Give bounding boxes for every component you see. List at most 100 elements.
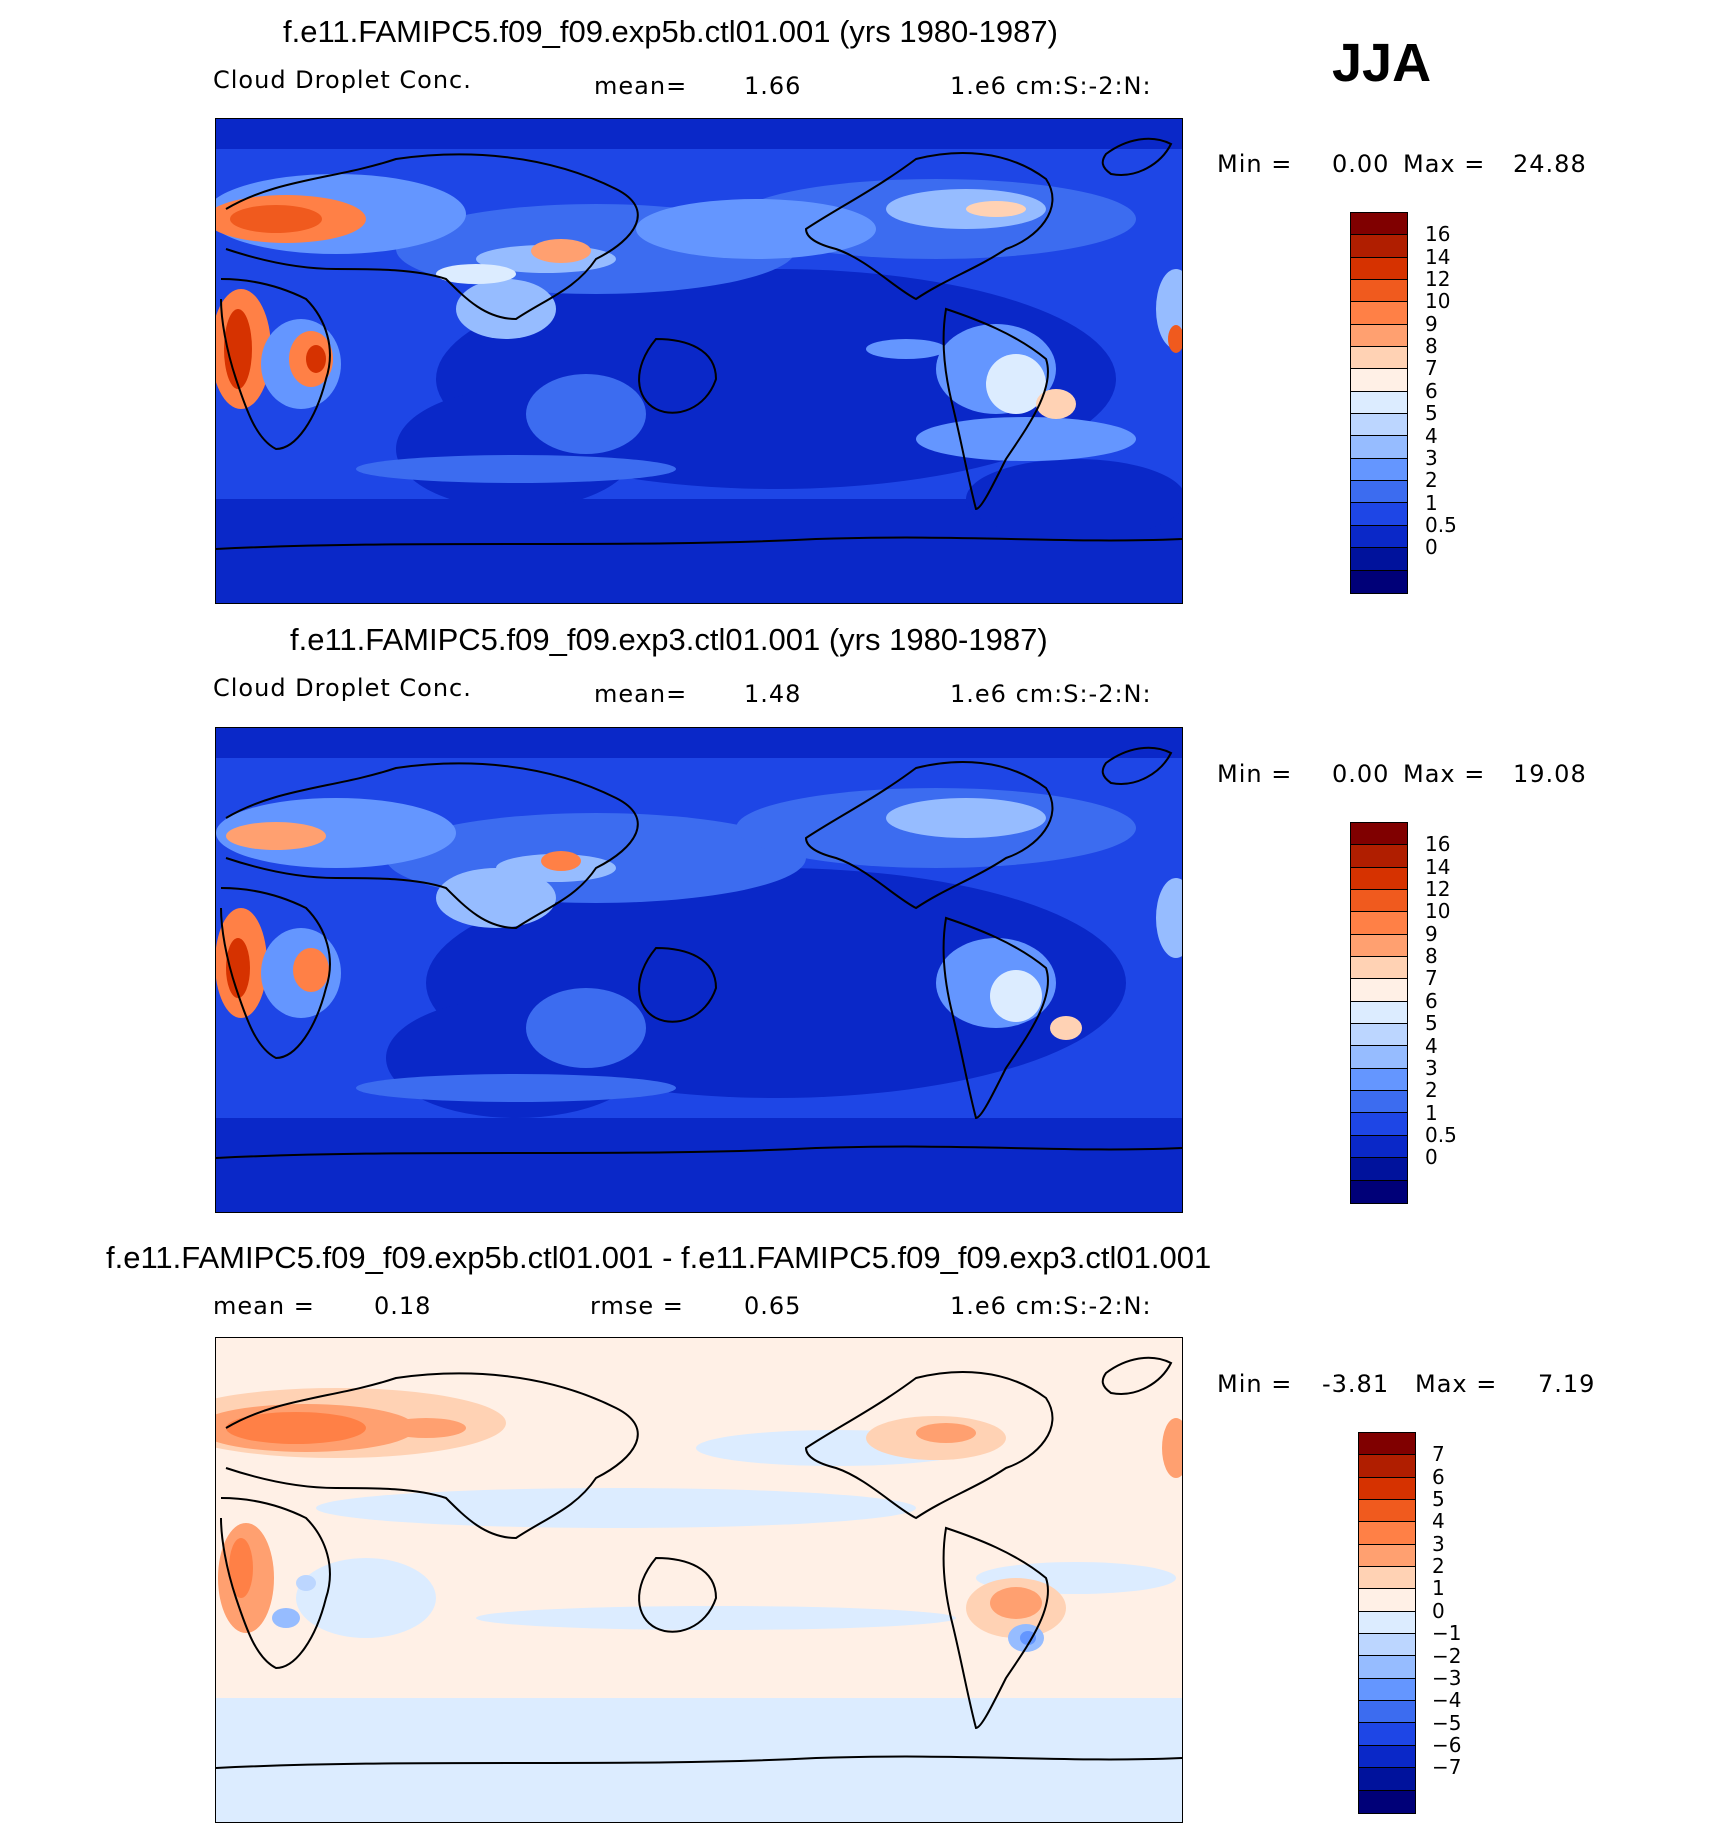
colorbar-tick-label: −4 (1432, 1688, 1462, 1713)
colorbar-swatch (1351, 436, 1407, 459)
colorbar-tick-label: 5 (1432, 1487, 1445, 1512)
colorbar-tick-label: 4 (1432, 1509, 1445, 1534)
colorbar-tick-label: 3 (1425, 1055, 1438, 1080)
panel-3-units: 1.e6 cm:S:-2:N: (950, 1292, 1152, 1320)
panel-1-min-value: 0.00 (1332, 150, 1390, 178)
panel-1-min-label: Min = (1217, 150, 1293, 178)
colorbar-swatch (1351, 1113, 1407, 1136)
panel-1-colorbar (1350, 212, 1408, 594)
colorbar-swatch (1359, 1745, 1415, 1769)
colorbar-swatch (1351, 957, 1407, 980)
colorbar-swatch (1351, 213, 1407, 236)
colorbar-swatch (1351, 369, 1407, 392)
panel-3-rmse-value: 0.65 (744, 1292, 802, 1320)
colorbar-tick-label: −7 (1432, 1755, 1462, 1780)
colorbar-tick-label: 1 (1432, 1576, 1445, 1601)
panel-3-rmse-label: rmse = (590, 1292, 684, 1320)
panel-1-mean-label: mean= (594, 72, 688, 100)
colorbar-tick-label: 6 (1432, 1464, 1445, 1489)
panel-2-min-label: Min = (1217, 760, 1293, 788)
colorbar-swatch (1351, 235, 1407, 258)
colorbar-tick-label: 8 (1425, 944, 1438, 969)
colorbar-tick-label: 1 (1425, 490, 1438, 515)
colorbar-swatch (1359, 1723, 1415, 1746)
colorbar-swatch (1351, 1001, 1407, 1025)
colorbar-tick-label: 6 (1425, 988, 1438, 1013)
colorbar-swatch (1351, 1091, 1407, 1114)
colorbar-swatch (1351, 1046, 1407, 1069)
colorbar-tick-label: 0.5 (1425, 1122, 1457, 1147)
colorbar-swatch (1359, 1500, 1415, 1523)
panel-3-max-value: 7.19 (1538, 1370, 1596, 1398)
colorbar-tick-label: −3 (1432, 1665, 1462, 1690)
colorbar-swatch (1351, 548, 1407, 571)
colorbar-swatch (1359, 1678, 1415, 1702)
colorbar-swatch (1351, 934, 1407, 958)
colorbar-swatch (1351, 458, 1407, 482)
colorbar-swatch (1351, 912, 1407, 935)
colorbar-tick-label: 10 (1425, 899, 1451, 924)
colorbar-tick-label: 4 (1425, 423, 1438, 448)
colorbar-tick-label: 2 (1432, 1554, 1445, 1579)
panel-1-map-field (216, 119, 1182, 603)
colorbar-swatch (1359, 1634, 1415, 1657)
panel-1-variable-label: Cloud Droplet Conc. (213, 66, 472, 94)
colorbar-tick-label: 3 (1425, 445, 1438, 470)
colorbar-swatch (1351, 481, 1407, 504)
colorbar-swatch (1359, 1701, 1415, 1724)
colorbar-tick-label: 9 (1425, 921, 1438, 946)
colorbar-tick-label: −6 (1432, 1732, 1462, 1757)
panel-2-mean-label: mean= (594, 680, 688, 708)
panel-3-mean-value: 0.18 (374, 1292, 432, 1320)
colorbar-swatch (1351, 347, 1407, 370)
panel-3-min-label: Min = (1217, 1370, 1293, 1398)
panel-3-max-label: Max = (1415, 1370, 1498, 1398)
colorbar-tick-label: 12 (1425, 877, 1451, 902)
colorbar-tick-label: −2 (1432, 1643, 1462, 1668)
season-label: JJA (1332, 33, 1432, 93)
panel-2-variable-label: Cloud Droplet Conc. (213, 674, 472, 702)
panel-2-colorbar (1350, 822, 1408, 1204)
panel-2-mean-value: 1.48 (744, 680, 802, 708)
colorbar-tick-label: 0 (1425, 535, 1438, 560)
colorbar-swatch (1351, 570, 1407, 593)
panel-3-colorbar (1358, 1432, 1416, 1814)
colorbar-tick-label: 2 (1425, 1078, 1438, 1103)
panel-2-map (215, 727, 1183, 1213)
colorbar-swatch (1351, 525, 1407, 549)
colorbar-swatch (1359, 1656, 1415, 1679)
panel-1-max-value: 24.88 (1513, 150, 1587, 178)
colorbar-swatch (1351, 867, 1407, 891)
colorbar-swatch (1359, 1522, 1415, 1545)
panel-1-title: f.e11.FAMIPC5.f09_f09.exp5b.ctl01.001 (y… (283, 14, 1058, 49)
colorbar-tick-label: 2 (1425, 468, 1438, 493)
colorbar-tick-label: 7 (1425, 356, 1438, 381)
colorbar-tick-label: 9 (1425, 311, 1438, 336)
colorbar-tick-label: 5 (1425, 1011, 1438, 1036)
colorbar-swatch (1351, 414, 1407, 437)
colorbar-tick-label: 16 (1425, 222, 1451, 247)
colorbar-swatch (1351, 890, 1407, 913)
colorbar-swatch (1359, 1567, 1415, 1590)
panel-2-max-value: 19.08 (1513, 760, 1587, 788)
panel-1-max-label: Max = (1403, 150, 1486, 178)
colorbar-swatch (1359, 1790, 1415, 1813)
panel-3-map-field (216, 1338, 1182, 1822)
colorbar-tick-label: −1 (1432, 1621, 1462, 1646)
colorbar-tick-label: 14 (1425, 854, 1451, 879)
colorbar-swatch (1351, 503, 1407, 526)
colorbar-tick-label: 14 (1425, 244, 1451, 269)
colorbar-swatch (1351, 302, 1407, 325)
panel-2-min-value: 0.00 (1332, 760, 1390, 788)
colorbar-swatch (1359, 1477, 1415, 1501)
colorbar-tick-label: 16 (1425, 832, 1451, 857)
colorbar-tick-label: 0.5 (1425, 512, 1457, 537)
panel-2-units: 1.e6 cm:S:-2:N: (950, 680, 1152, 708)
panel-1-map (215, 118, 1183, 604)
panel-1-mean-value: 1.66 (744, 72, 802, 100)
colorbar-tick-label: 10 (1425, 289, 1451, 314)
colorbar-swatch (1351, 1024, 1407, 1047)
panel-3-mean-label: mean = (213, 1292, 315, 1320)
colorbar-tick-label: 7 (1432, 1442, 1445, 1467)
colorbar-swatch (1359, 1611, 1415, 1635)
